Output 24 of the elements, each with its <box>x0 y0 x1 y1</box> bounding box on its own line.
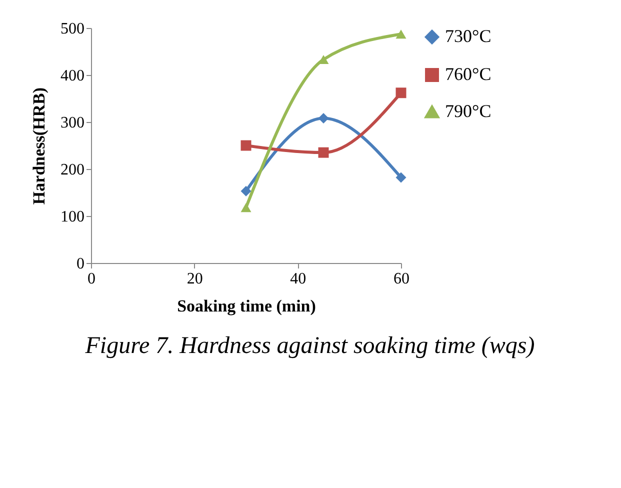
caption: Figure 7. Hardness against soaking time (wqs) <box>84 333 536 360</box>
x-tick-label: 20 <box>186 270 203 288</box>
point <box>396 172 406 183</box>
point <box>240 203 252 212</box>
x-tick-label: 0 <box>88 270 96 288</box>
y-axis-title: Hardness(HRB) <box>30 87 48 205</box>
x-axis-title: Soaking time (min) <box>177 296 316 316</box>
y-tick-label: 400 <box>60 68 84 84</box>
point <box>318 112 329 124</box>
y-tick-label: 200 <box>60 162 84 178</box>
point <box>396 30 406 39</box>
x-tick-label: 40 <box>290 270 306 288</box>
legend-label: 760°C <box>445 64 492 84</box>
point <box>240 186 252 196</box>
y-tick-label: 300 <box>60 114 84 132</box>
point <box>240 140 252 151</box>
legend-label: 790°C <box>445 101 492 121</box>
y-tick-label: 100 <box>60 208 84 226</box>
x-tick-label: 60 <box>394 270 410 288</box>
y-tick-label: 0 <box>76 256 84 272</box>
point <box>318 147 329 158</box>
point <box>396 88 406 98</box>
legend-label: 730°C <box>445 26 492 46</box>
y-tick-label: 500 <box>60 20 84 38</box>
